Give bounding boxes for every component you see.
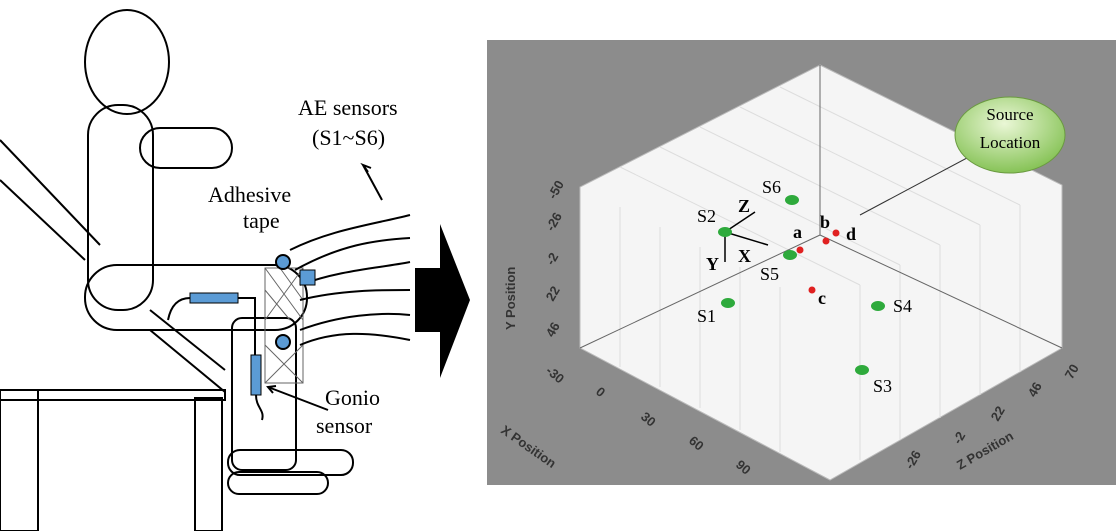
axis-arrow-label: X (738, 246, 751, 266)
z-tick-label: 22 (988, 403, 1008, 423)
y-tick-label: 46 (543, 319, 563, 339)
label: (S1~S6) (312, 125, 385, 150)
source-point (832, 229, 840, 237)
sensor-point (855, 365, 869, 375)
sensor-label: S4 (893, 296, 912, 316)
source-point (796, 246, 804, 254)
seated-figure: AE sensors (S1~S6) Adhesive tape Gonio s… (0, 9, 411, 531)
sensor-label: S3 (873, 376, 892, 396)
sensor-label: S2 (697, 206, 716, 226)
label: sensor (316, 413, 373, 438)
callout-text: Location (980, 133, 1041, 152)
y-axis-label: Y Position (503, 267, 518, 330)
z-tick-label: 70 (1062, 361, 1082, 381)
sensor-label: S1 (697, 306, 716, 326)
axis-arrow-label: Z (738, 196, 750, 216)
sensor-point (871, 301, 885, 311)
label: AE sensors (298, 95, 398, 120)
label: tape (243, 208, 280, 233)
source-label: b (820, 212, 830, 232)
callout-text: Source (986, 105, 1033, 124)
flow-arrow (415, 224, 470, 378)
sensor-point (718, 227, 732, 237)
source-point (822, 237, 830, 245)
z-tick-label: 46 (1025, 379, 1045, 399)
source-label: c (818, 288, 826, 308)
sensor-point (783, 250, 797, 260)
sensor-label: S6 (762, 177, 781, 197)
source-label: a (793, 222, 802, 242)
axis-arrow-label: Y (706, 254, 719, 274)
label: Gonio (325, 385, 380, 410)
sensor-point (721, 298, 735, 308)
label: Adhesive (208, 182, 291, 207)
source-label: d (846, 224, 856, 244)
sensor-point (785, 195, 799, 205)
y-tick-label: 22 (543, 283, 563, 303)
sensor-label: S5 (760, 264, 779, 284)
source-point (808, 286, 816, 294)
